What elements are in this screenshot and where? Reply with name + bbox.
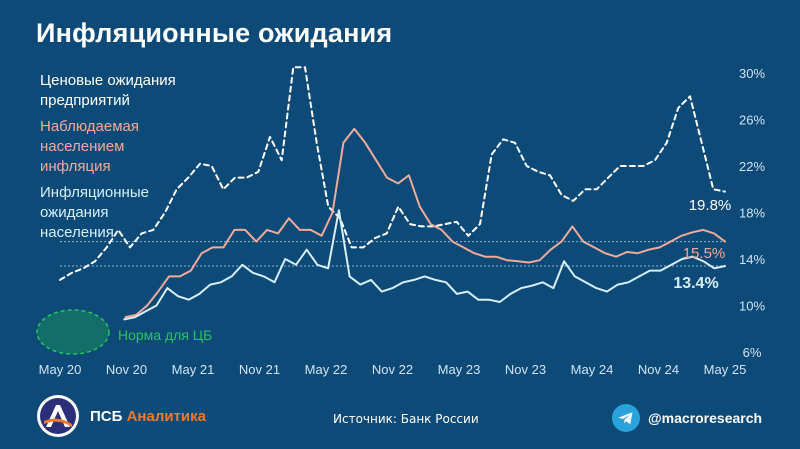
legend-label: предприятий — [40, 92, 130, 109]
y-tick-label: 22% — [739, 159, 765, 174]
brand-name: ПСБ Аналитика — [90, 408, 206, 425]
legend-label: населением — [40, 138, 124, 155]
end-value-label-2: 15.5% — [683, 245, 726, 262]
y-tick-label: 26% — [739, 113, 765, 128]
x-tick-label: May 20 — [39, 362, 82, 377]
y-tick-label: 6% — [743, 345, 762, 360]
series-line-2 — [124, 127, 726, 319]
source-text: Источник: Банк России — [333, 412, 479, 426]
end-value-label-3: 13.4% — [673, 275, 718, 292]
target-zone-label: Норма для ЦБ — [118, 327, 212, 343]
page-title: Инфляционные ожидания — [36, 18, 393, 48]
legend-label: инфляция — [40, 158, 111, 175]
legend-label: населения — [40, 224, 114, 241]
legend-label: Инфляционные — [40, 184, 149, 201]
y-tick-label: 10% — [739, 299, 765, 314]
x-tick-label: May 24 — [571, 362, 614, 377]
psb-logo-icon — [37, 395, 79, 437]
x-tick-label: May 23 — [438, 362, 481, 377]
target-zone-ellipse — [36, 309, 110, 355]
y-tick-label: 18% — [739, 206, 765, 221]
brand-prefix: ПСБ — [90, 408, 123, 425]
legend-label: Ценовые ожидания — [40, 72, 176, 89]
series-line-3 — [123, 209, 726, 321]
x-tick-label: Nov 22 — [372, 362, 413, 377]
x-tick-label: Nov 21 — [239, 362, 280, 377]
legend-item-2: Наблюдаемая населением инфляция — [40, 118, 139, 175]
x-tick-label: Nov 20 — [106, 362, 147, 377]
legend-item-3: Инфляционные ожидания населения — [40, 184, 149, 241]
x-tick-label: May 22 — [305, 362, 348, 377]
footer: ПСБ Аналитика Источник: Банк России @mac… — [0, 388, 800, 449]
x-tick-label: Nov 24 — [638, 362, 679, 377]
x-tick-label: Nov 23 — [505, 362, 546, 377]
y-tick-label: 30% — [739, 66, 765, 81]
x-tick-label: May 25 — [704, 362, 747, 377]
y-tick-label: 14% — [739, 252, 765, 267]
x-tick-label: May 21 — [172, 362, 215, 377]
end-value-label-1: 19.8% — [689, 197, 732, 214]
telegram-icon — [612, 404, 640, 432]
legend-item-1: Ценовые ожидания предприятий — [40, 72, 176, 109]
brand-accent: Аналитика — [126, 408, 206, 425]
legend-label: Наблюдаемая — [40, 118, 139, 135]
legend-label: ожидания — [40, 204, 108, 221]
series-line-1 — [59, 66, 726, 281]
telegram-handle: @macroresearch — [648, 410, 763, 426]
